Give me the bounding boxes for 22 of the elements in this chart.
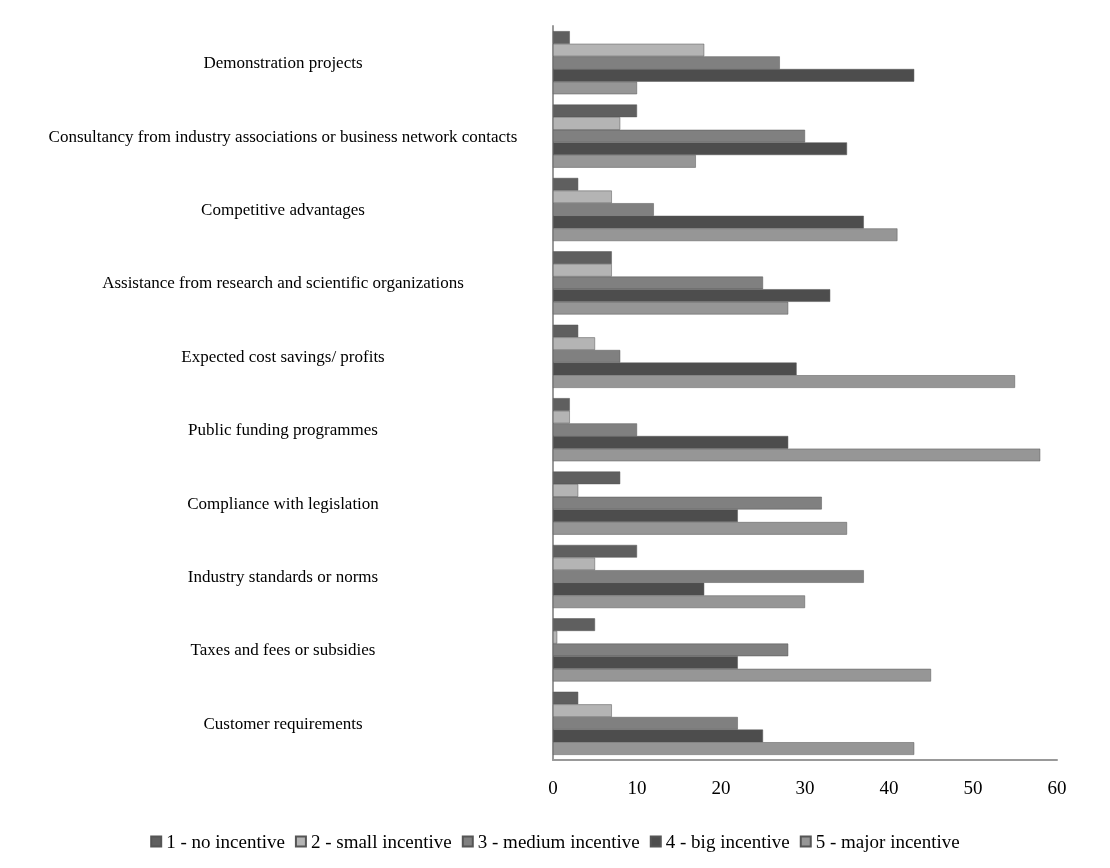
y-tick-label: Taxes and fees or subsidies <box>190 640 376 660</box>
y-tick-label: Competitive advantages <box>201 200 365 219</box>
legend-label: 3 - medium incentive <box>477 831 640 852</box>
legend-label: 1 - no incentive <box>166 831 285 852</box>
legend-label: 4 - big incentive <box>665 831 790 852</box>
y-tick-label: Assistance from research and scientific organizations <box>102 273 464 293</box>
x-tick-label: 60 <box>1047 777 1067 798</box>
legend-label: 2 - small incentive <box>310 831 452 852</box>
legend-label: 5 - major incentive <box>815 831 960 852</box>
x-tick-label: 30 <box>795 777 815 798</box>
x-tick-label: 40 <box>879 777 899 798</box>
x-tick-label: 50 <box>963 777 983 798</box>
y-tick-label: Public funding programmes <box>188 420 378 440</box>
x-tick-label: 0 <box>548 777 558 798</box>
y-tick-label: Expected cost savings/ profits <box>181 346 385 366</box>
y-tick-label: Demonstration projects <box>203 53 363 73</box>
y-tick-label: Customer requirements <box>203 713 363 733</box>
y-tick-label: Consultancy from industry associations or business network contacts <box>48 126 518 146</box>
x-tick-label: 10 <box>627 777 647 798</box>
y-tick-label: Compliance with legislation <box>187 493 380 513</box>
y-tick-label: Industry standards or norms <box>187 567 379 586</box>
x-tick-label: 20 <box>711 777 731 798</box>
